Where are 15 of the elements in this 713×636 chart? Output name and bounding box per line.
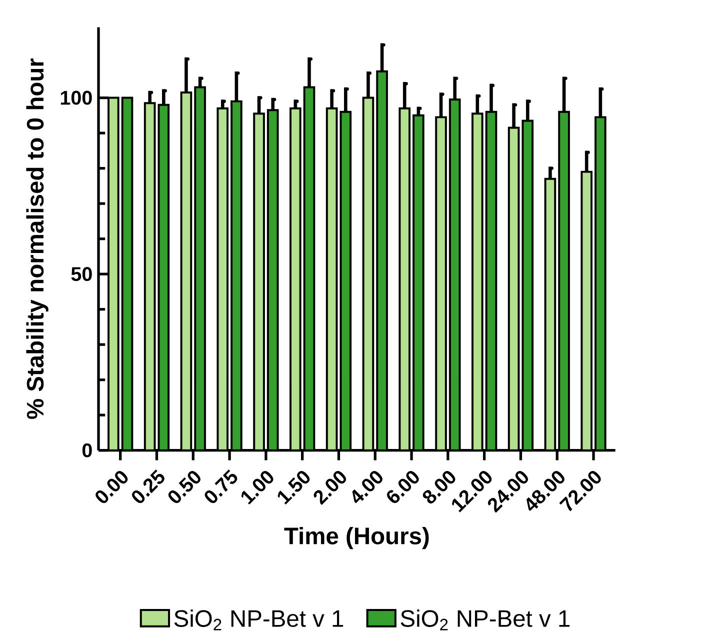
x-tick-label: 1.00 bbox=[241, 471, 274, 505]
legend-label: SiO$_{2}$ NP-Bet v 1 bbox=[400, 610, 570, 630]
y-tick-label: 100 bbox=[60, 90, 92, 105]
legend-label: SiO$_{2}$ NP-Bet v 1 bbox=[174, 610, 344, 630]
y-tick-label: 50 bbox=[71, 267, 92, 282]
y-axis-title: % Stability normalised to 0 hour bbox=[26, 58, 48, 420]
x-tick-label: 4.00 bbox=[352, 471, 382, 504]
x-tick-label: 6.00 bbox=[386, 471, 419, 504]
x-tick-label: 0.25 bbox=[132, 470, 164, 504]
x-axis-title: Time (Hours) bbox=[284, 527, 429, 550]
x-tick-label: 1.50 bbox=[278, 471, 310, 505]
x-tick-label: 0.00 bbox=[96, 471, 128, 504]
y-tick-label: 0 bbox=[82, 443, 92, 458]
x-tick-label: 0.75 bbox=[204, 470, 238, 504]
x-tick-label: 0.50 bbox=[168, 471, 200, 504]
